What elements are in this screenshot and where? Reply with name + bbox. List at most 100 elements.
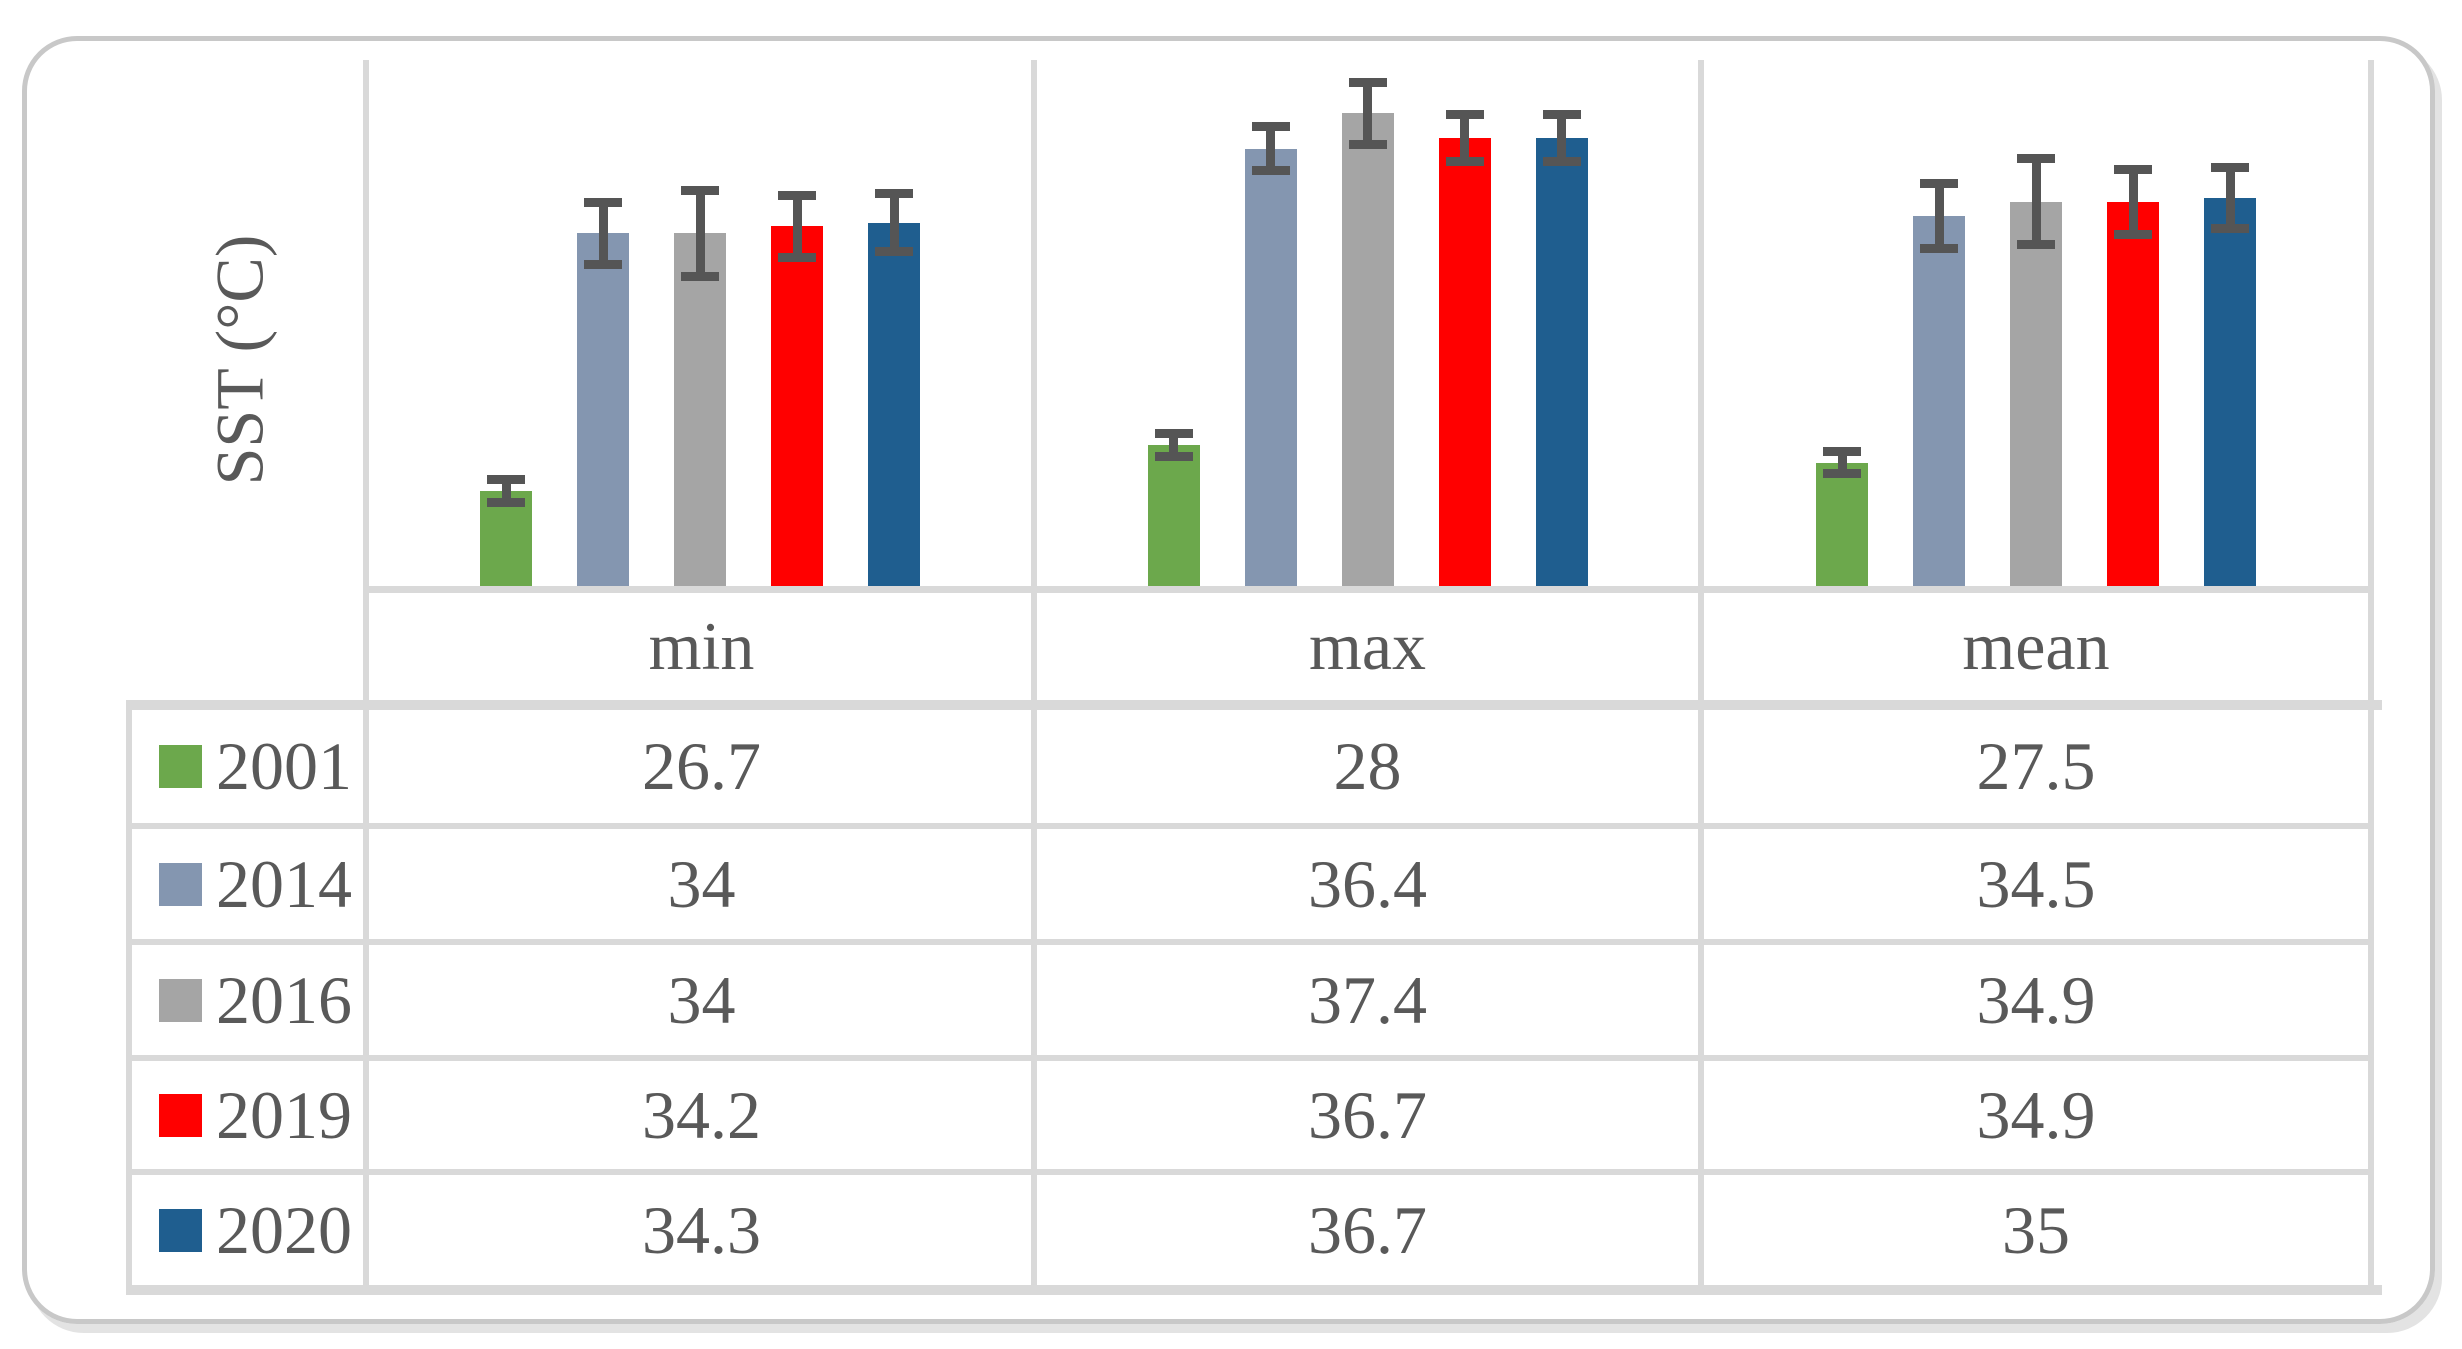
error-bar-2016-max-cap-top xyxy=(1348,78,1387,88)
cell-2020-min: 34.3 xyxy=(642,1191,761,1268)
error-bar-2016-mean-cap-top xyxy=(2017,153,2055,163)
error-bar-2016-mean-line xyxy=(2031,153,2041,250)
legend-row-2014: 2014 xyxy=(132,829,363,939)
table-bottom-line xyxy=(126,1285,2382,1295)
cell-2019-max: 36.7 xyxy=(1308,1076,1427,1153)
error-bar-2014-max-cap-top xyxy=(1251,122,1290,132)
column-separator-min-max xyxy=(1031,60,1037,1291)
error-bar-2014-min-cap-bottom xyxy=(584,259,622,269)
cell-2016-mean: 34.9 xyxy=(1976,961,2096,1038)
error-bar-2020-max-cap-bottom xyxy=(1542,157,1581,167)
bar-2020-mean xyxy=(2204,198,2256,586)
error-bar-2016-max-line xyxy=(1363,78,1372,149)
bar-2019-max xyxy=(1438,138,1491,586)
bar-2014-mean xyxy=(1913,215,1965,586)
y-axis-line xyxy=(363,60,369,1291)
legend-row-2019: 2019 xyxy=(132,1061,363,1169)
error-bar-2019-max-line xyxy=(1460,109,1469,167)
column-header-max: max xyxy=(1308,608,1427,684)
cell-2020-mean: 35 xyxy=(2002,1191,2070,1268)
row-line-1 xyxy=(126,823,2374,829)
error-bar-2019-max-cap-bottom xyxy=(1445,157,1484,167)
cell-2001-min: 26.7 xyxy=(642,728,761,804)
legend-swatch-2016 xyxy=(159,978,202,1022)
cell-2016-max: 37.4 xyxy=(1308,961,1427,1038)
legend-swatch-2019 xyxy=(159,1093,202,1137)
error-bar-2016-min-cap-bottom xyxy=(681,271,719,281)
error-bar-2016-max-cap-bottom xyxy=(1348,139,1387,149)
chart-baseline xyxy=(366,586,2371,593)
cell-2001-mean: 27.5 xyxy=(1976,728,2096,804)
error-bar-2019-min-cap-bottom xyxy=(778,252,816,262)
cell-2014-max: 36.4 xyxy=(1308,845,1427,922)
bar-2014-max xyxy=(1244,148,1297,586)
cell-2019-min: 34.2 xyxy=(642,1076,761,1153)
legend-swatch-2020 xyxy=(159,1208,202,1252)
error-bar-2001-min-cap-top xyxy=(487,474,525,484)
error-bar-2020-min-line xyxy=(889,189,899,257)
bar-2020-max xyxy=(1535,138,1588,586)
column-separator-max-mean xyxy=(1698,60,1704,1291)
error-bar-2019-max-cap-top xyxy=(1445,109,1484,119)
legend-label-2001: 2001 xyxy=(216,728,352,804)
error-bar-2001-mean-line xyxy=(1837,446,1847,479)
error-bar-2020-max-line xyxy=(1557,109,1566,167)
figure-border-card xyxy=(22,36,2435,1324)
legend-row-2001: 2001 xyxy=(132,710,363,823)
cell-2001-max: 28 xyxy=(1333,728,1402,804)
cell-2020-max: 36.7 xyxy=(1308,1191,1427,1268)
error-bar-2001-max-cap-bottom xyxy=(1154,451,1193,461)
error-bar-2020-mean-cap-top xyxy=(2211,162,2249,172)
bar-2019-mean xyxy=(2107,201,2159,586)
column-header-mean: mean xyxy=(1962,608,2110,684)
legend-row-2016: 2016 xyxy=(132,945,363,1055)
error-bar-2014-mean-cap-bottom xyxy=(1920,243,1958,253)
error-bar-2001-min-cap-bottom xyxy=(487,497,525,507)
error-bar-2020-min-cap-bottom xyxy=(875,247,913,257)
error-bar-2014-mean-cap-top xyxy=(1920,178,1958,188)
error-bar-2019-min-cap-top xyxy=(778,191,816,200)
error-bar-2014-mean-line xyxy=(1934,178,1944,253)
column-header-min: min xyxy=(648,608,755,684)
error-bar-2014-min-cap-top xyxy=(584,198,622,208)
error-bar-2016-min-cap-top xyxy=(681,185,719,195)
error-bar-2014-max-line xyxy=(1266,122,1275,176)
error-bar-2020-mean-line xyxy=(2225,162,2235,234)
error-bar-2001-mean-cap-top xyxy=(1823,446,1861,456)
bar-2016-mean xyxy=(2010,201,2062,586)
error-bar-2019-mean-line xyxy=(2128,164,2138,239)
error-bar-2019-mean-cap-top xyxy=(2114,164,2152,174)
error-bar-2019-min-line xyxy=(792,191,802,262)
error-bar-2001-max-cap-top xyxy=(1154,429,1193,439)
row-line-4 xyxy=(126,1169,2374,1175)
legend-row-2020: 2020 xyxy=(132,1175,363,1285)
bar-2014-min xyxy=(577,233,629,586)
bar-2016-min xyxy=(674,233,726,586)
legend-label-2014: 2014 xyxy=(216,845,352,922)
bar-2019-min xyxy=(771,226,823,586)
legend-swatch-2001 xyxy=(159,745,202,788)
legend-label-2016: 2016 xyxy=(216,961,352,1038)
header-row-bottom-line xyxy=(126,700,2382,710)
row-line-3 xyxy=(126,1055,2374,1061)
bar-2001-mean xyxy=(1816,462,1868,586)
error-bar-2020-mean-cap-bottom xyxy=(2211,224,2249,234)
cell-2016-min: 34 xyxy=(667,961,736,1038)
y-axis-label: SST (°C) xyxy=(201,234,278,486)
right-border-line xyxy=(2368,60,2374,1291)
legend-label-2020: 2020 xyxy=(216,1191,352,1268)
bar-2016-max xyxy=(1341,113,1394,586)
legend-column-left-border xyxy=(126,700,132,1295)
error-bar-2016-min-line xyxy=(695,185,705,281)
error-bar-2016-mean-cap-bottom xyxy=(2017,240,2055,250)
bar-2020-min xyxy=(868,222,920,586)
legend-label-2019: 2019 xyxy=(216,1076,352,1153)
cell-2014-min: 34 xyxy=(667,845,736,922)
cell-2014-mean: 34.5 xyxy=(1976,845,2096,922)
row-line-2 xyxy=(126,939,2374,945)
error-bar-2001-min-line xyxy=(501,474,511,507)
bar-2001-max xyxy=(1147,444,1200,586)
error-bar-2020-max-cap-top xyxy=(1542,109,1581,119)
error-bar-2001-mean-cap-bottom xyxy=(1823,469,1861,479)
